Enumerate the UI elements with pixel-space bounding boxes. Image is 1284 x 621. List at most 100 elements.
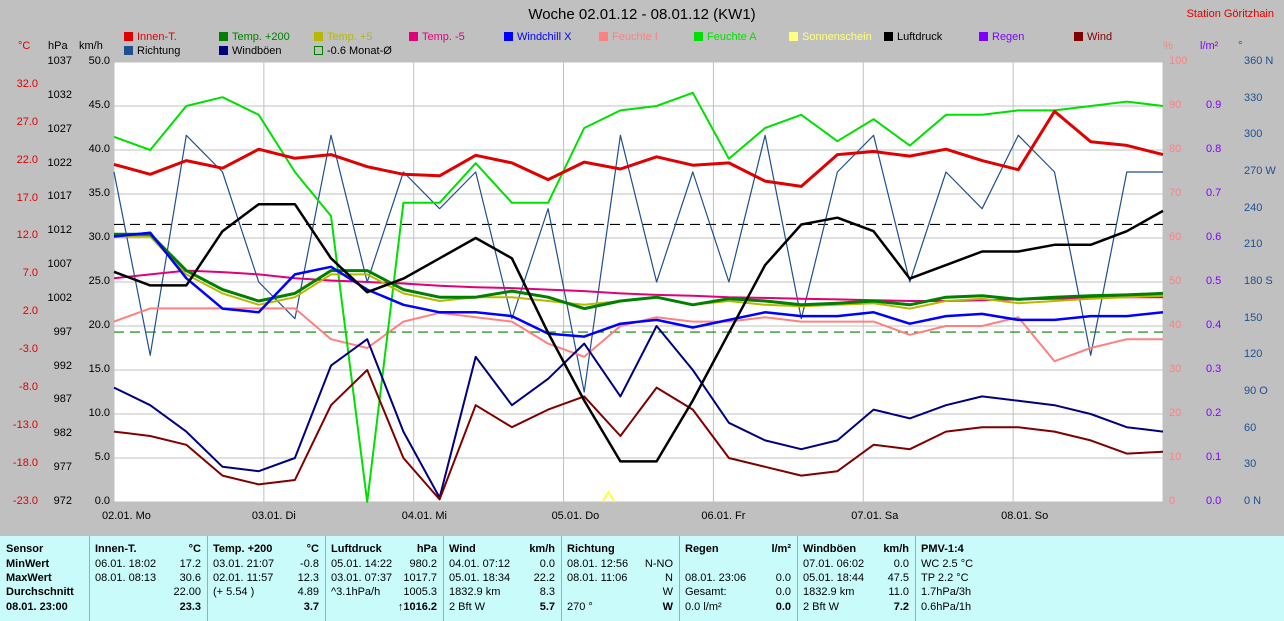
- tick-label-pressure: 1017: [47, 190, 72, 203]
- legend-swatch: [314, 46, 323, 55]
- unit-kmh: km/h: [79, 40, 103, 52]
- stats-label: 07.01. 06:02: [803, 558, 865, 570]
- legend-entry: Richtung: [124, 45, 180, 57]
- tick-label-day: 04.01. Mi: [401, 510, 447, 522]
- stats-value: N-NO: [644, 558, 673, 570]
- tick-label-humidity: 100: [1169, 55, 1188, 67]
- stats-header: Innen-T.: [95, 543, 137, 555]
- stats-row: 08.01. 11:06 N: [567, 572, 673, 586]
- stats-row-label: MinWert: [6, 558, 50, 570]
- tick-label-humidity: 50: [1169, 275, 1182, 287]
- legend-swatch: [314, 32, 323, 41]
- series-line-feuchte-a: [113, 91, 1164, 503]
- legend-label: -0.6 Monat-Ø: [327, 45, 392, 57]
- tick-label-direction: 60: [1244, 421, 1257, 434]
- stats-label: 02.01. 11:57: [213, 572, 274, 584]
- legend-entry: -0.6 Monat-Ø: [314, 45, 392, 57]
- stats-label: Gesamt:: [685, 586, 727, 598]
- stats-value: W: [662, 586, 673, 598]
- tick-label-wind: 10.0: [88, 407, 110, 419]
- tick-label-day: 02.01. Mo: [102, 510, 151, 522]
- tick-label-rain: 0.6: [1206, 231, 1222, 243]
- stats-separator: [89, 536, 90, 621]
- tick-label-wind: 5.0: [94, 451, 110, 463]
- stats-row: Windböen km/h: [803, 543, 909, 557]
- stats-footer-value: 23.3: [179, 601, 201, 613]
- stats-value: N: [665, 572, 673, 584]
- tick-label-wind: 50.0: [88, 55, 110, 67]
- stats-row: 08.01. 23:00: [6, 601, 83, 615]
- tick-label-humidity: 10: [1169, 451, 1182, 463]
- stats-section-luftdruck: Luftdruck hPa 05.01. 14:22 980.2 03.01. 07:3…: [325, 536, 443, 621]
- statistics-panel: Sensor MinWert MaxWert Durchschnitt 08.01. 2…: [0, 536, 1284, 621]
- legend-swatch: [219, 32, 228, 41]
- legend-label: Temp. +200: [232, 31, 290, 43]
- tick-label-pressure: 987: [53, 393, 72, 406]
- legend-label: Temp. +5: [327, 31, 373, 43]
- stats-value: 1017.7: [403, 572, 437, 584]
- tick-label-wind: 40.0: [88, 143, 110, 155]
- stats-separator: [915, 536, 916, 621]
- stats-separator: [443, 536, 444, 621]
- stats-section-regen: Regen l/m² 08.01. 23:06 0.0 Gesamt: 0.0 0.0 l/…: [679, 536, 797, 621]
- legend-label: Temp. -5: [422, 31, 465, 43]
- tick-label-direction: 240: [1244, 201, 1263, 214]
- legend-entry: Wind: [1074, 31, 1112, 43]
- stats-footer-label: 2 Bft W: [449, 601, 486, 613]
- legend-label: Luftdruck: [897, 31, 943, 43]
- legend-entry: Windböen: [219, 45, 282, 57]
- legend-entry: Luftdruck: [884, 31, 942, 43]
- stats-row: Gesamt: 0.0: [685, 586, 791, 600]
- stats-section-sensor: Sensor MinWert MaxWert Durchschnitt 08.01. 2…: [0, 536, 89, 621]
- stats-label: 05.01. 18:44: [803, 572, 865, 584]
- stats-header: Temp. +200: [213, 543, 273, 555]
- stats-footer: 08.01. 23:00: [6, 601, 68, 613]
- tick-label-temp: 17.0: [16, 191, 38, 204]
- stats-row: 0.0 l/m² 0.0: [685, 601, 791, 615]
- stats-row: 03.01. 07:37 1017.7: [331, 572, 437, 586]
- legend-entry: Sonnenschein: [789, 31, 872, 43]
- stats-unit: °C: [306, 543, 319, 555]
- tick-label-pressure: 972: [53, 495, 72, 507]
- stats-row: MaxWert: [6, 572, 83, 586]
- series-line-richtung: [113, 134, 1163, 393]
- tick-label-pressure: 1027: [47, 122, 72, 135]
- stats-label: 05.01. 18:34: [449, 572, 511, 584]
- tick-label-temp: 12.0: [16, 229, 38, 242]
- series-line-innen-t: [113, 109, 1164, 188]
- tick-label-pressure: 1012: [47, 224, 72, 237]
- stats-footer-value: W: [662, 601, 673, 613]
- stats-row: Durchschnitt: [6, 586, 83, 600]
- stats-row: (+ 5.54 ) 4.89: [213, 586, 319, 600]
- stats-footer-value: 7.2: [893, 601, 909, 613]
- legend-entry: Temp. +200: [219, 31, 290, 43]
- legend-label: Feuchte A: [707, 31, 757, 43]
- stats-label: 03.01. 21:07: [213, 558, 275, 570]
- series-line-windb-en: [113, 325, 1164, 499]
- stats-row: MinWert: [6, 558, 83, 572]
- tick-label-rain: 0.9: [1206, 99, 1222, 111]
- chart-title: Woche 02.01.12 - 08.01.12 (KW1): [528, 6, 756, 23]
- station-name: Station Göritzhain: [1186, 8, 1274, 20]
- tick-label-rain: 0.7: [1206, 187, 1222, 199]
- stats-separator: [679, 536, 680, 621]
- stats-row: TP 2.2 °C: [921, 572, 1029, 586]
- legend-entry: Temp. +5: [314, 31, 373, 43]
- tick-label-pressure: 1037: [47, 55, 72, 67]
- legend-label: Windchill X: [517, 31, 572, 43]
- legend-swatch: [409, 32, 418, 41]
- stats-unit: °C: [188, 543, 201, 555]
- stats-separator: [207, 536, 208, 621]
- tick-label-rain: 0.3: [1206, 363, 1222, 375]
- stats-value: 17.2: [179, 558, 201, 570]
- stats-value: 30.6: [179, 572, 201, 584]
- tick-label-humidity: 90: [1169, 99, 1182, 111]
- stats-row: 08.01. 23:06 0.0: [685, 572, 791, 586]
- tick-label-humidity: 0: [1169, 495, 1176, 507]
- stats-row: 3.7: [213, 601, 319, 615]
- stats-footer-value: 3.7: [303, 601, 319, 613]
- stats-row: 270 ° W: [567, 601, 673, 615]
- stats-label: 05.01. 14:22: [331, 558, 393, 570]
- unit-celsius: °C: [18, 40, 31, 52]
- tick-label-temp: -8.0: [19, 381, 38, 394]
